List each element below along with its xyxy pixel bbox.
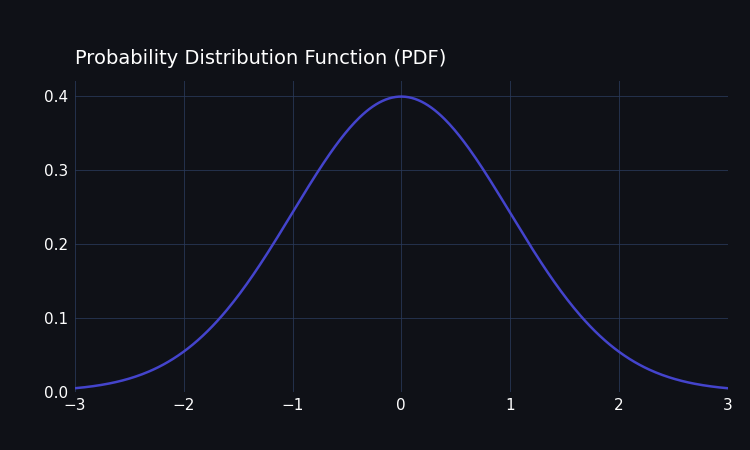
Text: Probability Distribution Function (PDF): Probability Distribution Function (PDF) [75,50,446,68]
